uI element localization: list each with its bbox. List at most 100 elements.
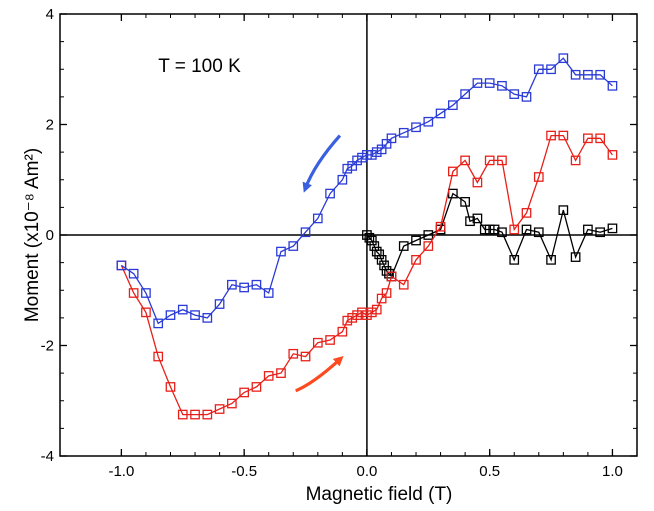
data-point	[153, 351, 164, 362]
data-point	[381, 288, 392, 298]
data-point	[607, 223, 618, 234]
data-point	[239, 387, 249, 398]
sweep-down-arrow	[302, 134, 342, 193]
data-point	[484, 224, 495, 235]
data-point	[342, 163, 353, 174]
data-point	[342, 315, 353, 326]
data-point	[379, 260, 389, 271]
data-point	[276, 246, 286, 257]
data-point	[533, 227, 544, 238]
temperature-annotation: T = 100 K	[158, 56, 241, 77]
data-point	[570, 155, 581, 166]
data-point	[141, 288, 151, 298]
data-point	[384, 268, 394, 279]
data-point	[595, 227, 606, 238]
data-point	[263, 288, 274, 298]
data-point	[352, 310, 362, 320]
sweep-up-arrow	[295, 355, 344, 393]
x-tick-label: -1.0	[108, 463, 134, 480]
data-point	[371, 304, 382, 315]
data-point	[583, 224, 593, 235]
data-point	[128, 288, 139, 298]
data-point	[398, 279, 409, 290]
data-point	[521, 208, 532, 218]
data-point	[423, 241, 434, 251]
data-point	[325, 335, 335, 345]
data-point	[509, 224, 520, 235]
data-point	[386, 133, 397, 144]
data-point	[521, 92, 532, 102]
data-point	[288, 348, 299, 359]
data-point	[479, 224, 490, 235]
data-point	[558, 130, 569, 141]
data-point	[489, 224, 500, 235]
data-point	[347, 313, 358, 323]
data-point	[435, 108, 446, 119]
y-tick-label: 4	[46, 6, 54, 23]
data-point	[312, 337, 323, 348]
data-point	[411, 255, 421, 265]
data-point	[607, 150, 618, 160]
data-point	[374, 249, 385, 260]
data-point	[381, 266, 392, 276]
y-axis-title: Moment (x10⁻⁸ Am²)	[22, 148, 43, 322]
x-axis-title: Magnetic field (T)	[306, 484, 453, 505]
data-point	[202, 313, 213, 323]
data-point	[509, 255, 520, 265]
data-point	[364, 232, 375, 243]
data-point	[546, 64, 556, 75]
data-point	[116, 260, 127, 271]
data-point	[595, 133, 606, 144]
data-point	[509, 89, 520, 99]
data-point	[521, 224, 532, 235]
data-point	[239, 282, 249, 293]
data-point	[448, 188, 458, 199]
data-point	[362, 310, 372, 320]
data-point	[214, 404, 225, 414]
data-point	[484, 78, 495, 88]
data-point	[484, 155, 495, 166]
series-2	[116, 53, 618, 329]
data-point	[300, 351, 311, 362]
data-point	[362, 230, 372, 240]
data-point	[558, 53, 569, 64]
data-point	[288, 241, 299, 251]
data-point	[381, 138, 392, 149]
data-point	[263, 371, 274, 381]
data-point	[128, 268, 139, 279]
data-point	[347, 161, 358, 171]
data-point	[202, 409, 213, 420]
data-point	[337, 326, 348, 337]
data-point	[153, 318, 164, 329]
data-point	[371, 147, 382, 157]
data-point	[177, 304, 188, 315]
data-point	[546, 255, 556, 265]
data-point	[337, 174, 348, 185]
data-point	[371, 246, 382, 257]
data-point	[583, 69, 593, 80]
data-point	[497, 155, 507, 166]
data-point	[357, 307, 367, 318]
data-point	[376, 293, 387, 304]
data-point	[472, 213, 483, 224]
data-point	[300, 227, 311, 238]
data-point	[411, 122, 421, 133]
data-point	[546, 130, 556, 141]
data-point	[276, 368, 286, 378]
y-tick-label: 0	[46, 227, 54, 244]
data-point	[376, 144, 387, 155]
data-point	[595, 69, 606, 80]
data-point	[325, 188, 335, 199]
data-point	[497, 227, 507, 238]
data-point	[366, 150, 377, 160]
data-point	[398, 241, 409, 251]
data-point	[251, 382, 262, 392]
data-point	[369, 241, 380, 251]
data-point	[497, 80, 507, 91]
data-point	[352, 155, 362, 166]
data-point	[357, 152, 367, 163]
x-tick-label: 0.0	[356, 463, 377, 480]
data-point	[398, 127, 409, 138]
data-point	[366, 307, 377, 318]
